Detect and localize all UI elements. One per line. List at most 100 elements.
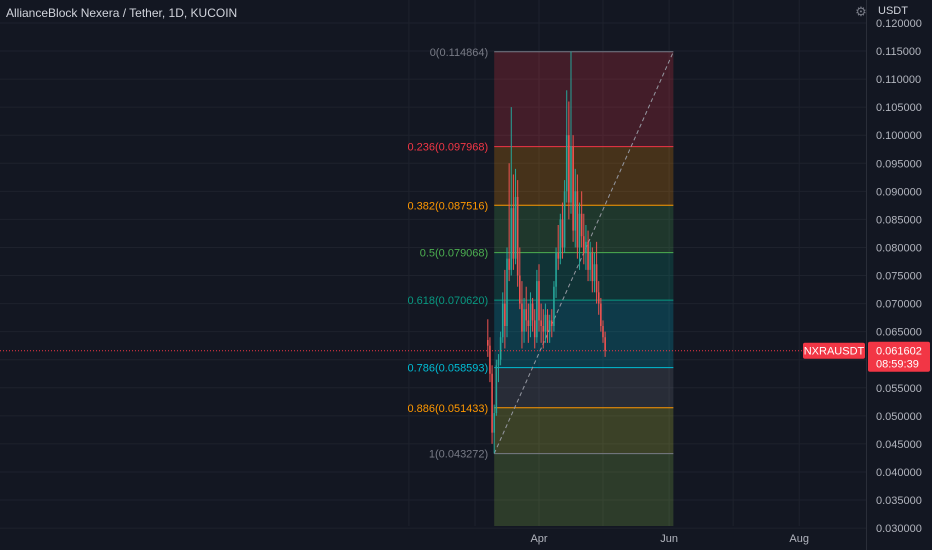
candle-body bbox=[597, 292, 600, 304]
candle-body bbox=[561, 219, 564, 248]
fib-zone bbox=[494, 453, 674, 526]
price-tick-label: 0.110000 bbox=[876, 74, 921, 86]
candle-body bbox=[555, 253, 557, 287]
price-tick-label: 0.075000 bbox=[876, 271, 922, 283]
price-tick-label: 0.030000 bbox=[876, 523, 922, 535]
fib-zone bbox=[494, 51, 674, 147]
fib-level-label: 0.382(0.087516) bbox=[407, 200, 488, 212]
candle-body bbox=[527, 320, 530, 327]
candle-body bbox=[600, 303, 602, 327]
fib-zone bbox=[494, 146, 674, 206]
candle-body bbox=[516, 196, 519, 276]
candle-body bbox=[580, 213, 583, 237]
candle-body bbox=[525, 309, 528, 321]
price-tag-bg bbox=[868, 341, 930, 372]
fib-level-label: 0.236(0.097968) bbox=[407, 142, 488, 154]
fib-zone bbox=[494, 367, 674, 408]
gear-icon[interactable]: ⚙ bbox=[855, 4, 867, 19]
candle-body bbox=[544, 314, 547, 332]
price-axis-bg bbox=[866, 0, 932, 550]
candle-body bbox=[589, 253, 591, 270]
price-tick-label: 0.120000 bbox=[876, 18, 922, 30]
price-tick-label: 0.050000 bbox=[876, 411, 922, 423]
candle-body bbox=[548, 320, 551, 332]
candle-body bbox=[574, 191, 577, 231]
price-tick-label: 0.065000 bbox=[876, 327, 922, 339]
candle-body bbox=[506, 258, 508, 327]
price-tick-label: 0.080000 bbox=[876, 242, 922, 254]
candle-body bbox=[504, 303, 506, 327]
price-tag-label: 0.061602 bbox=[876, 346, 922, 358]
grid bbox=[0, 0, 866, 529]
candle-body bbox=[487, 340, 489, 346]
price-tick-label: 0.040000 bbox=[876, 467, 922, 479]
candle-body bbox=[570, 146, 572, 203]
candle-body bbox=[540, 320, 542, 327]
candle-body bbox=[523, 309, 525, 332]
candle-body bbox=[563, 191, 566, 248]
candle-body bbox=[536, 281, 538, 338]
candle-body bbox=[514, 196, 517, 259]
time-tick-label: Aug bbox=[789, 533, 809, 545]
candle-body bbox=[489, 345, 491, 374]
price-tick-label: 0.100000 bbox=[876, 130, 922, 142]
fib-level-label: 0(0.114864) bbox=[430, 47, 489, 59]
candle-body bbox=[546, 314, 549, 332]
time-tick-label: Jun bbox=[660, 533, 678, 545]
time-axis[interactable]: Apr Jun Aug bbox=[530, 533, 809, 545]
candle-body bbox=[587, 241, 589, 270]
price-tick-label: 0.085000 bbox=[876, 214, 922, 226]
fib-level-label: 0.786(0.058593) bbox=[407, 363, 488, 375]
symbol-title: AllianceBlock Nexera / Tether, 1D, KUCOI… bbox=[6, 6, 238, 20]
fib-zone bbox=[494, 407, 674, 454]
candle-body bbox=[578, 213, 581, 248]
candle-body bbox=[512, 208, 515, 259]
fib-level-label: 1(0.043272) bbox=[429, 449, 488, 461]
candle-body bbox=[493, 413, 496, 433]
fibonacci-retracement[interactable]: 0(0.114864) 0.236(0.097968) 0.382(0.087516… bbox=[407, 47, 674, 526]
candle-body bbox=[593, 264, 596, 282]
candle-body bbox=[531, 303, 534, 321]
candle-body bbox=[529, 303, 532, 327]
candle-body bbox=[568, 135, 570, 203]
price-tick-label: 0.070000 bbox=[876, 299, 922, 311]
candle-body bbox=[542, 326, 545, 332]
price-tick-label: 0.035000 bbox=[876, 495, 922, 507]
candle-body bbox=[585, 241, 587, 254]
candle-body bbox=[557, 253, 559, 259]
candlesticks bbox=[487, 51, 606, 454]
candle-body bbox=[565, 135, 568, 192]
price-tick-label: 0.045000 bbox=[876, 439, 922, 451]
price-tick-label: 0.090000 bbox=[876, 186, 922, 198]
currency-label: USDT bbox=[878, 5, 908, 17]
price-tick-label: 0.055000 bbox=[876, 383, 922, 395]
countdown-label: 08:59:39 bbox=[876, 359, 919, 371]
candle-body bbox=[538, 281, 540, 321]
fib-level-label: 0.5(0.079068) bbox=[420, 248, 489, 260]
candle-body bbox=[602, 326, 604, 338]
candle-body bbox=[499, 337, 502, 360]
candle-body bbox=[521, 303, 523, 332]
price-tick-label: 0.115000 bbox=[876, 46, 921, 58]
candle-body bbox=[510, 208, 513, 270]
candle-body bbox=[559, 219, 562, 259]
candle-body bbox=[576, 191, 579, 248]
candle-body bbox=[533, 320, 536, 338]
candle-body bbox=[582, 236, 585, 254]
fib-level-label: 0.886(0.051433) bbox=[407, 403, 488, 415]
price-tick-label: 0.095000 bbox=[876, 158, 922, 170]
candle-body bbox=[501, 303, 504, 338]
price-tick-label: 0.105000 bbox=[876, 102, 922, 114]
candle-body bbox=[508, 258, 510, 270]
fib-level-label: 0.618(0.070620) bbox=[407, 295, 488, 307]
symbol-tag-bg bbox=[803, 342, 865, 359]
candle-body bbox=[595, 264, 598, 293]
candle-body bbox=[491, 373, 493, 433]
price-axis-separator bbox=[866, 0, 867, 550]
candle-body bbox=[497, 359, 500, 366]
price-axis[interactable]: 0.120000 0.115000 0.110000 0.105000 0.100000… bbox=[866, 0, 932, 550]
symbol-tag-label: NXRAUSDT bbox=[804, 346, 865, 358]
candle-body bbox=[495, 365, 498, 414]
